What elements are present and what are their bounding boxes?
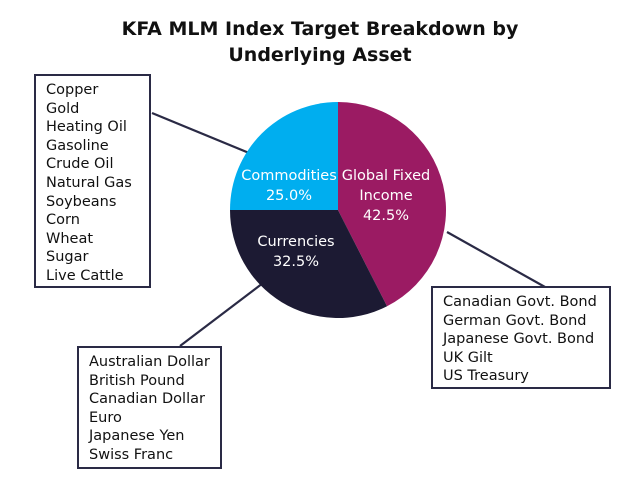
currencies-callout-item: Euro [89, 409, 122, 426]
slice-label-fixed-income-line-3: 42.5% [363, 208, 409, 224]
fixed-income-connector-line [446, 231, 546, 288]
fixed-income-callout-item: German Govt. Bond [443, 312, 587, 329]
slice-label-commodities-line-2: 25.0% [266, 188, 312, 204]
slice-label-currencies-line-1: Currencies [257, 234, 334, 250]
fixed-income-callout-item: US Treasury [443, 368, 529, 385]
fixed-income-callout-item: UK Gilt [443, 349, 493, 366]
fixed-income-callout-item: Japanese Govt. Bond [443, 331, 595, 348]
commodities-callout-item: Sugar [46, 249, 89, 266]
commodities-callout-item: Heating Oil [46, 119, 127, 136]
pie-slice-labels: Commodities 25.0% Global Fixed Income 42.5% C… [241, 168, 430, 270]
commodities-callout-item: Corn [46, 212, 80, 229]
commodities-callout-item: Crude Oil [46, 156, 114, 173]
fixed-income-callout-box: Canadian Govt. Bond German Govt. Bond Japa… [431, 286, 611, 389]
commodities-callout-item: Natural Gas [46, 174, 132, 191]
currencies-callout-item: Australian Dollar [89, 354, 210, 370]
fixed-income-callout-item: Canadian Govt. Bond [443, 294, 597, 310]
pie-slice-fixed-income [338, 102, 447, 307]
slice-label-commodities-line-1: Commodities [241, 168, 337, 184]
pie-slice-currencies [230, 210, 388, 319]
commodities-callout-item: Gasoline [46, 137, 109, 154]
currencies-callout-item: Swiss Franc [89, 446, 174, 463]
chart-title-line-2: Underlying Asset [228, 44, 412, 66]
slice-label-fixed-income-line-2: Income [359, 188, 412, 204]
currencies-callout-item: Japanese Yen [89, 428, 185, 445]
commodities-callout-item: Soybeans [46, 193, 117, 210]
commodities-callout-box: Copper Gold Heating Oil Gasoline Crude Oil Na… [34, 74, 151, 288]
pie-slices [230, 102, 447, 319]
slice-label-currencies-line-2: 32.5% [273, 254, 319, 270]
commodities-callout-item: Copper [46, 82, 99, 98]
chart-title-line-1: KFA MLM Index Target Breakdown by [121, 18, 519, 40]
currencies-connector-line [179, 279, 268, 347]
commodities-callout-item: Live Cattle [46, 267, 124, 284]
currencies-callout-item: British Pound [89, 372, 185, 389]
slice-label-fixed-income-line-1: Global Fixed [342, 168, 430, 184]
pie-slice-commodities [230, 102, 338, 210]
commodities-callout-item: Gold [46, 100, 80, 117]
commodities-callout-item: Wheat [46, 230, 94, 247]
currencies-callout-item: Canadian Dollar [89, 391, 205, 408]
currencies-callout-box: Australian Dollar British Pound Canadian D… [77, 346, 222, 469]
